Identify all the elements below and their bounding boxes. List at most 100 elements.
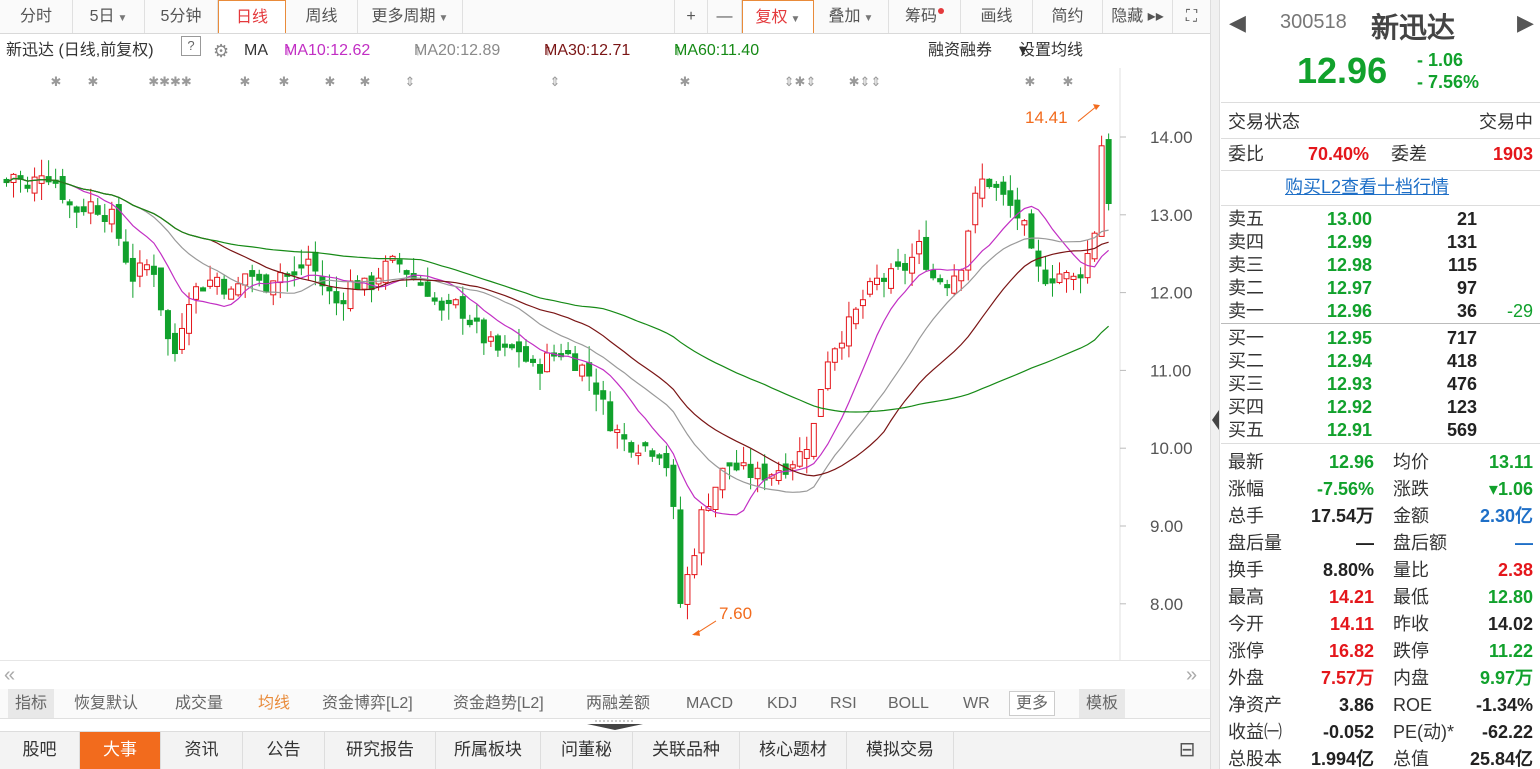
bid-row[interactable]: 买五 12.91 569 [1221,419,1540,442]
candlestick-chart[interactable]: ✱ ✱ ✱✱✱✱ ✱ ✱ ✱ ✱ ⇕ ⇕ ✱ ⇕✱⇕ ✱⇕⇕ ✱ ✱ 14.0013.0012.0011.… [0,68,1210,660]
tab-intraday[interactable]: 分时 [0,0,73,33]
bottom-tabs: 股吧 大事 资讯 公告 研究报告 所属板块 问董秘 关联品种 核心题材 模拟交易… [0,731,1210,769]
bid-row[interactable]: 买三 12.93 476 [1221,373,1540,396]
l2-row: 购买L2查看十档行情 [1221,176,1540,199]
event-marker-icon[interactable]: ✱ [51,75,62,90]
simple-button[interactable]: 简约 [1033,0,1103,33]
tab-ma[interactable]: 均线 [258,695,291,712]
event-marker-icon[interactable]: ⇕ [405,75,416,90]
event-marker-icon[interactable]: ⇕✱⇕ [784,75,817,90]
arrow-up-icon: ↑ [674,42,682,59]
scroll-left-button[interactable]: « [4,664,16,686]
stat-row: 盘后量 — 盘后额 — [1221,532,1540,555]
tab-events[interactable]: 大事 [80,732,161,769]
tab-guba[interactable]: 股吧 [0,732,80,769]
candle-body [333,291,340,304]
next-stock-button[interactable]: ▶ [1517,10,1534,35]
ask-row[interactable]: 卖一 12.96 36 -29 [1221,300,1540,323]
tab-related[interactable]: 关联品种 [633,732,740,769]
candle-body [958,269,965,282]
tab-indicator[interactable]: 指标 [8,689,55,718]
candle-body [1049,278,1056,284]
tab-5min[interactable]: 5分钟 [145,0,218,33]
tab-sectors[interactable]: 所属板块 [436,732,541,769]
event-marker-icon[interactable]: ✱ [88,75,99,90]
ask-row[interactable]: 卖二 12.97 97 [1221,277,1540,300]
candle-body [930,269,937,279]
tab-label: 分时 [19,8,52,25]
event-marker-icon[interactable]: ✱⇕⇕ [849,75,882,90]
tab-wr[interactable]: WR [963,695,990,712]
event-marker-icon[interactable]: ✱ [325,75,336,90]
fullscreen-button[interactable]: ⛶ [1173,0,1210,33]
buy-l2-link[interactable]: 购买L2查看十档行情 [1285,177,1450,197]
tab-kdj[interactable]: KDJ [767,695,798,712]
tab-margin-diff[interactable]: 两融差额 [586,695,651,712]
collapse-arrow-icon[interactable] [1212,410,1219,430]
event-marker-icon[interactable]: ✱ [360,75,371,90]
adjust-button[interactable]: 复权 ▼ [742,0,814,33]
price-header: 12.96 - 1.06 - 7.56% [1221,48,1540,100]
event-marker-icon[interactable]: ✱ [1063,75,1074,90]
margin-trading-link[interactable]: 融资融券 [928,42,993,59]
tab-rsi[interactable]: RSI [830,695,857,712]
candle-body [31,176,38,194]
ask-row[interactable]: 卖四 12.99 131 [1221,231,1540,254]
hide-button[interactable]: 隐藏 ▸▸ [1103,0,1173,33]
stat-label: 收益㈠ [1228,722,1282,742]
price-tick-label: 13.00 [1150,206,1193,225]
gear-icon[interactable]: ⚙ [213,41,230,61]
tab-macd[interactable]: MACD [686,695,734,712]
divider [1221,205,1540,206]
candle-body [937,278,944,283]
candle-body [951,275,958,294]
zoom-out-button[interactable]: — [708,0,742,33]
zoom-in-button[interactable]: + [674,0,708,33]
panel-splitter[interactable] [1210,0,1220,769]
candle-body [979,178,986,199]
candle-body [1105,139,1112,204]
overlay-button[interactable]: 叠加 ▼ [814,0,889,33]
tab-5day[interactable]: 5日 ▼ [73,0,145,33]
event-marker-icon[interactable]: ✱ [680,75,691,90]
event-marker-icon[interactable]: ✱ [240,75,251,90]
tab-daily[interactable]: 日线 [218,0,286,33]
event-marker-icon[interactable]: ✱ [279,75,290,90]
more-indicators-button[interactable]: 更多 [1009,691,1056,716]
tab-volume[interactable]: 成交量 [175,695,224,712]
tab-fund-game[interactable]: 资金博弈[L2] [322,695,413,712]
tab-research[interactable]: 研究报告 [325,732,436,769]
ask-row[interactable]: 卖三 12.98 115 [1221,254,1540,277]
bid-row[interactable]: 买二 12.94 418 [1221,350,1540,373]
tab-core-themes[interactable]: 核心题材 [740,732,847,769]
collapse-panel-icon[interactable]: ⊟ [1178,739,1196,761]
bid-row[interactable]: 买四 12.92 123 [1221,396,1540,419]
candle-body [150,265,157,275]
bid-volume: 717 [1446,328,1477,348]
stat-row: 今开 14.11 昨收 14.02 [1221,613,1540,636]
candle-body [838,342,845,349]
draw-button[interactable]: 画线 [961,0,1033,33]
tab-restore-default[interactable]: 恢复默认 [74,695,139,712]
event-marker-icon[interactable]: ⇕ [550,75,561,90]
ask-row[interactable]: 卖五 13.00 21 [1221,208,1540,231]
bid-row[interactable]: 买一 12.95 717 [1221,327,1540,350]
chips-button[interactable]: 筹码 [889,0,961,33]
stat-label: 均价 [1393,452,1429,472]
tab-ask-secretary[interactable]: 问董秘 [541,732,633,769]
tab-boll[interactable]: BOLL [888,695,929,712]
tab-fund-trend[interactable]: 资金趋势[L2] [453,695,544,712]
scroll-right-button[interactable]: » [1186,664,1198,686]
prev-stock-button[interactable]: ◀ [1229,10,1246,35]
tab-weekly[interactable]: 周线 [286,0,358,33]
template-button[interactable]: 模板 [1079,689,1126,718]
tab-news[interactable]: 资讯 [161,732,243,769]
panel-resize-handle[interactable] [585,719,645,731]
arrow-up-icon: ↑ [414,42,422,59]
event-marker-icon[interactable]: ✱✱✱✱ [148,75,192,90]
event-marker-icon[interactable]: ✱ [1025,75,1036,90]
order-ratio-row: 委比 70.40% 委差 1903 [1221,143,1540,166]
tab-simulated-trading[interactable]: 模拟交易 [847,732,954,769]
tab-more-periods[interactable]: 更多周期 ▼ [358,0,463,33]
tab-announcements[interactable]: 公告 [243,732,325,769]
